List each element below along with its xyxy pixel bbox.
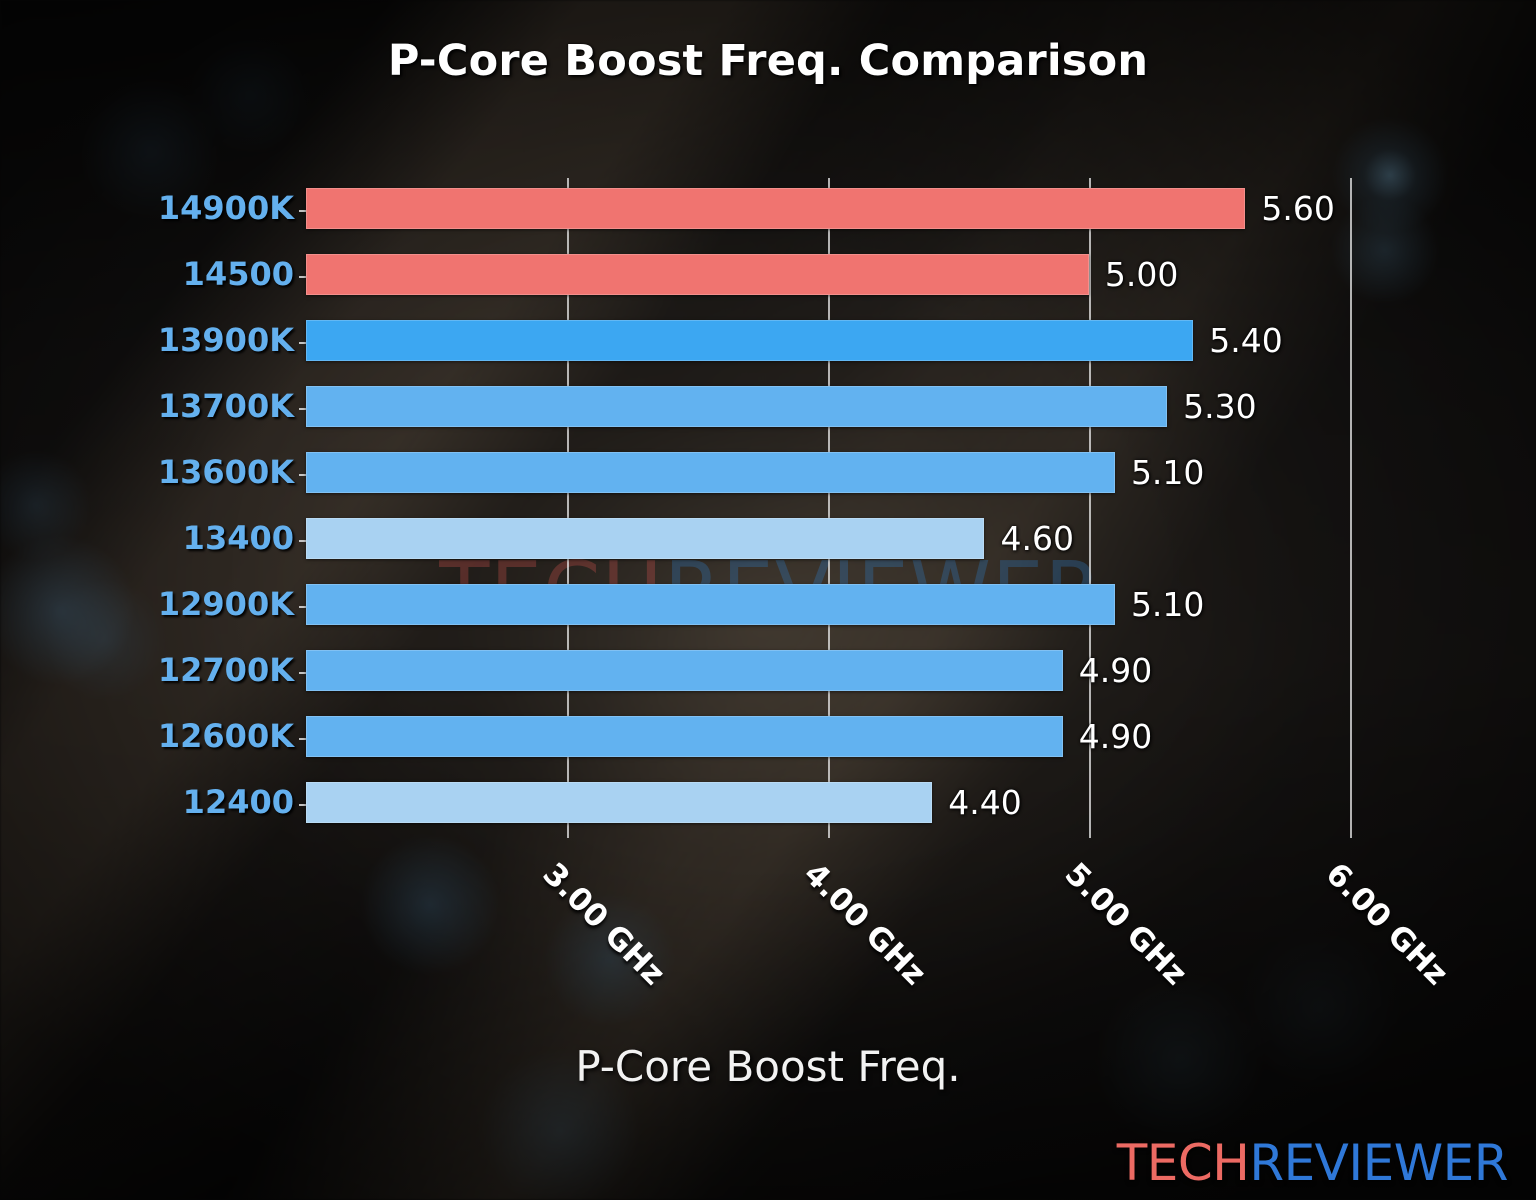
gridline xyxy=(827,178,830,838)
bar-value-label: 5.40 xyxy=(1209,321,1283,360)
x-axis-title: P-Core Boost Freq. xyxy=(575,1042,961,1091)
bar-value-label: 4.90 xyxy=(1078,651,1153,690)
plot-area: 14900K 5.60 14500 5.00 13900K 5.40 13700K 5.30 1… xyxy=(158,178,1402,838)
bar-row: 12900K 5.10 xyxy=(158,574,1402,635)
y-axis-tick xyxy=(299,342,306,344)
bar-value-label: 5.30 xyxy=(1183,387,1257,426)
bar xyxy=(306,386,1168,427)
bar-value-label: 5.00 xyxy=(1104,255,1179,294)
y-axis-tick xyxy=(299,210,306,212)
bar-value-label: 5.60 xyxy=(1261,189,1335,228)
y-axis-tick xyxy=(299,276,306,278)
brand-reviewer: REVIEWER xyxy=(1249,1134,1508,1192)
bar xyxy=(306,518,985,559)
bar-row: 14900K 5.60 xyxy=(158,178,1402,239)
y-axis-tick xyxy=(299,738,306,740)
bar xyxy=(306,716,1063,757)
bar xyxy=(306,254,1089,295)
bar xyxy=(306,188,1246,229)
y-axis-tick xyxy=(299,540,306,542)
bar-value-label: 5.10 xyxy=(1130,453,1205,492)
bar xyxy=(306,650,1063,691)
category-label: 13700K xyxy=(157,387,294,425)
chart-title: P-Core Boost Freq. Comparison xyxy=(387,36,1149,86)
y-axis-tick xyxy=(299,804,306,806)
bar-value-label: 5.10 xyxy=(1130,585,1205,624)
y-axis-tick xyxy=(299,408,306,410)
bar-row: 13600K 5.10 xyxy=(158,442,1402,503)
bar xyxy=(306,584,1115,625)
gridline xyxy=(1349,178,1352,838)
y-axis-tick xyxy=(299,474,306,476)
bar xyxy=(306,782,933,823)
gridline xyxy=(1088,178,1091,838)
bar-row: 13700K 5.30 xyxy=(158,376,1402,437)
bar xyxy=(306,320,1194,361)
bar xyxy=(306,452,1115,493)
category-label: 12600K xyxy=(157,717,294,755)
bar-row: 12600K 4.90 xyxy=(158,706,1402,767)
category-label: 13400 xyxy=(182,519,294,557)
y-axis-tick xyxy=(299,672,306,674)
bar-row: 12700K 4.90 xyxy=(158,640,1402,701)
brand-tech: TECH xyxy=(1116,1134,1250,1192)
category-label: 13900K xyxy=(157,321,294,359)
bar-value-label: 4.40 xyxy=(948,783,1022,822)
category-label: 14500 xyxy=(182,255,294,293)
bar-row: 12400 4.40 xyxy=(183,772,1402,833)
category-label: 13600K xyxy=(157,453,294,491)
bar-row: 13900K 5.40 xyxy=(158,310,1402,371)
category-label: 12700K xyxy=(157,651,294,689)
category-label: 12400 xyxy=(182,783,294,821)
bar-row: 13400 4.60 xyxy=(183,508,1402,569)
brand-logo: TECHREVIEWER xyxy=(1116,1134,1509,1192)
bar-value-label: 4.90 xyxy=(1078,717,1153,756)
gridline xyxy=(566,178,569,838)
category-label: 14900K xyxy=(157,189,294,227)
category-label: 12900K xyxy=(157,585,294,623)
y-axis-tick xyxy=(299,606,306,608)
bar-row: 14500 5.00 xyxy=(183,244,1402,305)
bar-value-label: 4.60 xyxy=(1000,519,1074,558)
